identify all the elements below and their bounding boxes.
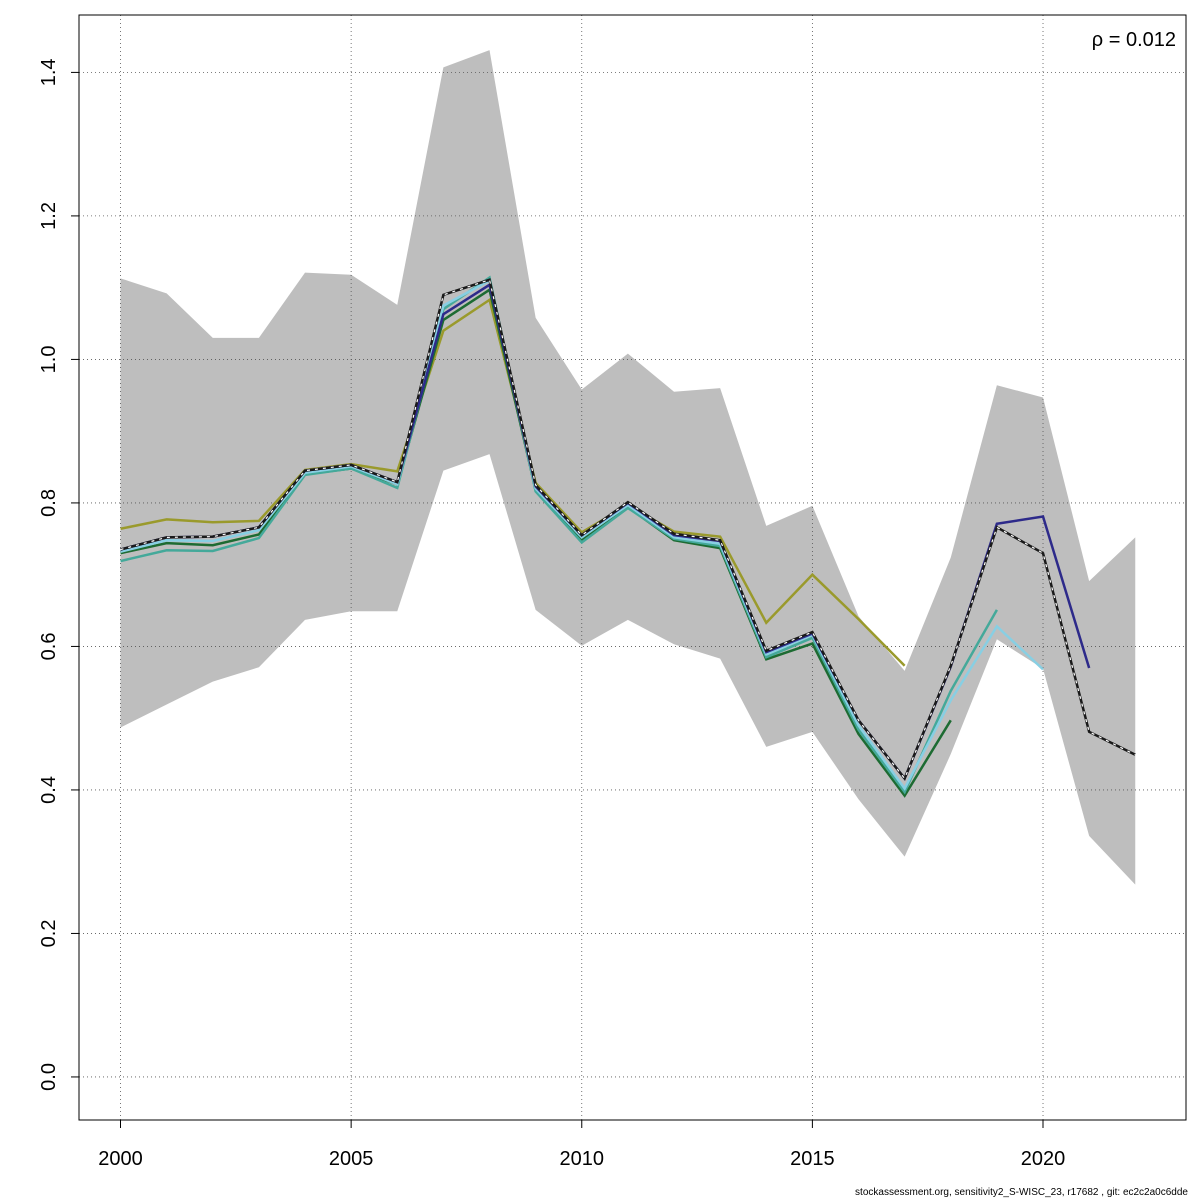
y-tick-label: 0.4 <box>38 776 60 804</box>
x-tick-label: 2005 <box>329 1148 374 1170</box>
y-tick-label: 0.6 <box>38 633 60 661</box>
confidence-band <box>120 50 1136 885</box>
rho-annotation: ρ = 0.012 <box>1092 29 1176 51</box>
y-tick-label: 0.2 <box>38 920 60 948</box>
series-layer <box>120 275 1136 798</box>
y-tick-label: 0.8 <box>38 489 60 517</box>
y-tick-label: 1.2 <box>38 202 60 230</box>
plot-frame <box>78 14 1187 1121</box>
y-tick-label: 1.4 <box>38 58 60 86</box>
series-line <box>120 275 998 795</box>
x-tick-label: 2020 <box>1021 1148 1066 1170</box>
footer-credit: stockassessment.org, sensitivity2_S-WISC… <box>855 1187 1188 1198</box>
confidence-band-layer <box>120 50 1136 885</box>
x-tick-label: 2015 <box>790 1148 835 1170</box>
y-tick-label: 0.0 <box>38 1063 60 1091</box>
grid-layer <box>79 15 1186 1120</box>
x-tick-label: 2000 <box>98 1148 143 1170</box>
series-line-base <box>120 278 1136 781</box>
series-line <box>120 278 1044 791</box>
axis-layer: 2000 2005 2010 2015 2020 0.0 0.2 0.4 0.6 0.8 1.0 1.… <box>38 58 1065 1170</box>
x-tick-label: 2010 <box>560 1148 605 1170</box>
y-tick-label: 1.0 <box>38 346 60 374</box>
